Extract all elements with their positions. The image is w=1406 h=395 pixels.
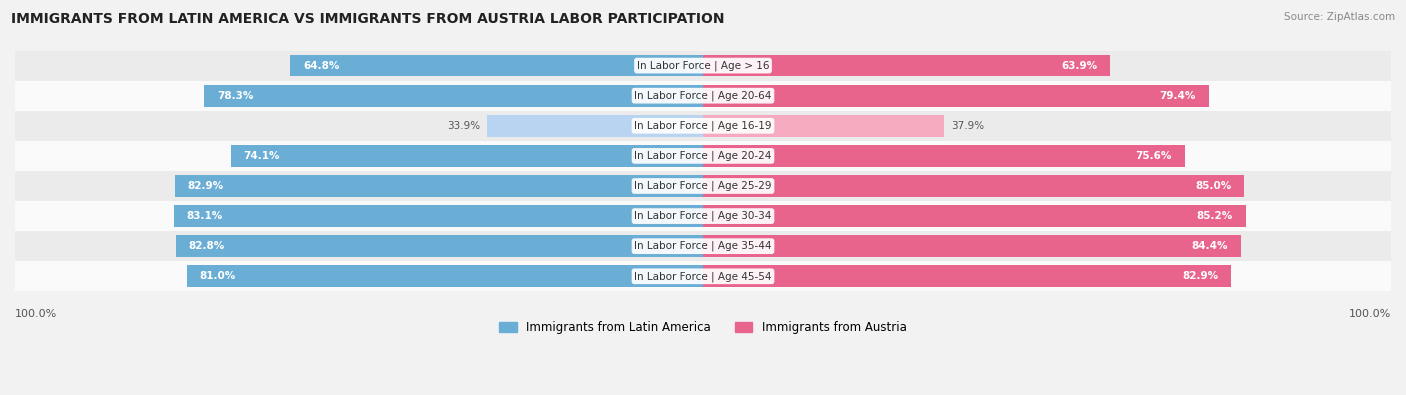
Bar — [15, 261, 1391, 292]
Bar — [174, 175, 703, 197]
Bar — [187, 265, 703, 287]
Text: 79.4%: 79.4% — [1160, 91, 1197, 101]
Text: In Labor Force | Age 16-19: In Labor Force | Age 16-19 — [634, 120, 772, 131]
Bar — [204, 85, 703, 107]
Text: 81.0%: 81.0% — [200, 271, 236, 281]
Bar — [231, 145, 703, 167]
Text: 85.0%: 85.0% — [1195, 181, 1232, 191]
Text: 78.3%: 78.3% — [217, 91, 253, 101]
Bar — [290, 55, 703, 77]
Text: IMMIGRANTS FROM LATIN AMERICA VS IMMIGRANTS FROM AUSTRIA LABOR PARTICIPATION: IMMIGRANTS FROM LATIN AMERICA VS IMMIGRA… — [11, 12, 724, 26]
Text: 63.9%: 63.9% — [1062, 60, 1097, 71]
Text: 84.4%: 84.4% — [1191, 241, 1227, 251]
Text: 82.8%: 82.8% — [188, 241, 225, 251]
Bar — [176, 235, 703, 257]
Text: 83.1%: 83.1% — [187, 211, 222, 221]
Text: In Labor Force | Age 20-24: In Labor Force | Age 20-24 — [634, 150, 772, 161]
Bar — [15, 141, 1391, 171]
Text: 100.0%: 100.0% — [1348, 309, 1391, 320]
Bar — [703, 205, 1246, 227]
Text: 33.9%: 33.9% — [447, 121, 481, 131]
Text: 82.9%: 82.9% — [187, 181, 224, 191]
Text: In Labor Force | Age 35-44: In Labor Force | Age 35-44 — [634, 241, 772, 252]
Text: In Labor Force | Age > 16: In Labor Force | Age > 16 — [637, 60, 769, 71]
Bar — [703, 175, 1244, 197]
Text: In Labor Force | Age 25-29: In Labor Force | Age 25-29 — [634, 181, 772, 191]
Bar — [173, 205, 703, 227]
Bar — [15, 231, 1391, 261]
Text: Source: ZipAtlas.com: Source: ZipAtlas.com — [1284, 12, 1395, 22]
Text: In Labor Force | Age 45-54: In Labor Force | Age 45-54 — [634, 271, 772, 282]
Text: 74.1%: 74.1% — [243, 151, 280, 161]
Bar — [15, 201, 1391, 231]
Bar — [703, 145, 1185, 167]
Bar — [703, 55, 1111, 77]
Bar — [15, 171, 1391, 201]
Text: 100.0%: 100.0% — [15, 309, 58, 320]
Bar — [703, 235, 1240, 257]
Legend: Immigrants from Latin America, Immigrants from Austria: Immigrants from Latin America, Immigrant… — [495, 316, 911, 339]
Text: In Labor Force | Age 20-64: In Labor Force | Age 20-64 — [634, 90, 772, 101]
Text: 85.2%: 85.2% — [1197, 211, 1233, 221]
Text: 82.9%: 82.9% — [1182, 271, 1219, 281]
Bar — [15, 81, 1391, 111]
Bar — [486, 115, 703, 137]
Text: 64.8%: 64.8% — [302, 60, 339, 71]
Bar — [15, 111, 1391, 141]
Text: In Labor Force | Age 30-34: In Labor Force | Age 30-34 — [634, 211, 772, 221]
Text: 75.6%: 75.6% — [1136, 151, 1171, 161]
Bar — [703, 265, 1232, 287]
Bar — [703, 85, 1209, 107]
Bar — [15, 51, 1391, 81]
Bar — [703, 115, 945, 137]
Text: 37.9%: 37.9% — [950, 121, 984, 131]
